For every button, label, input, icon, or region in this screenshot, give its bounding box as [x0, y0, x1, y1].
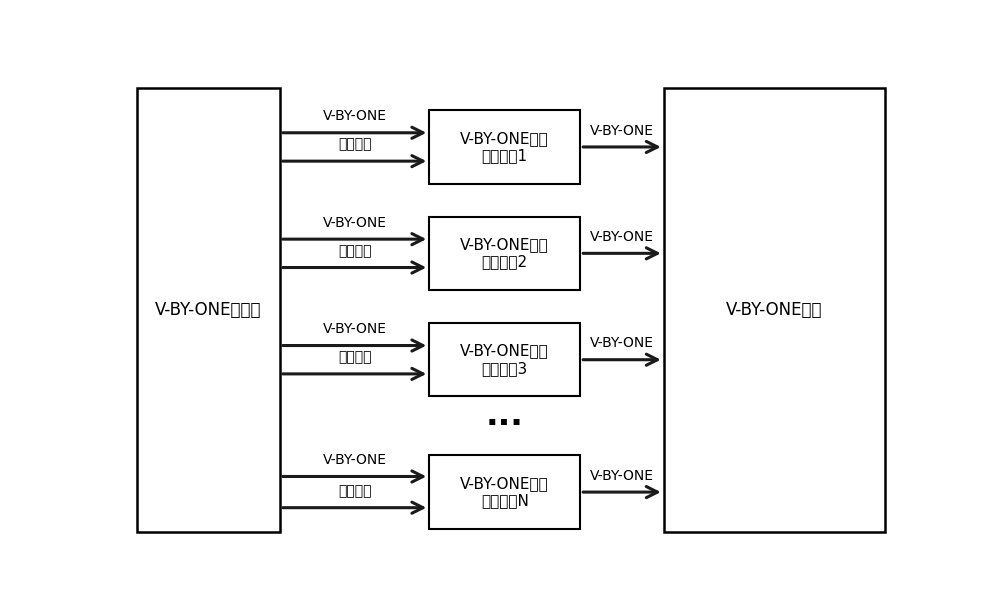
Bar: [429, 323, 580, 397]
Text: 控制信号: 控制信号: [338, 484, 371, 498]
Bar: [664, 88, 885, 532]
Text: V-BY-ONE: V-BY-ONE: [590, 123, 654, 138]
Text: V-BY-ONE信号源: V-BY-ONE信号源: [155, 301, 262, 319]
Bar: [429, 217, 580, 290]
Bar: [429, 456, 580, 529]
Text: V-BY-ONE信号
处理装置3: V-BY-ONE信号 处理装置3: [460, 343, 549, 376]
Text: 控制信号: 控制信号: [338, 351, 371, 365]
Text: 控制信号: 控制信号: [338, 244, 371, 258]
Text: 控制信号: 控制信号: [338, 138, 371, 152]
Text: V-BY-ONE: V-BY-ONE: [590, 230, 654, 244]
Text: V-BY-ONE: V-BY-ONE: [323, 453, 387, 467]
Text: V-BY-ONE: V-BY-ONE: [323, 109, 387, 123]
Text: ···: ···: [486, 408, 524, 441]
Bar: [429, 111, 580, 184]
Text: V-BY-ONE: V-BY-ONE: [590, 468, 654, 483]
Text: V-BY-ONE信号
处理装置N: V-BY-ONE信号 处理装置N: [460, 476, 549, 508]
Text: V-BY-ONE模组: V-BY-ONE模组: [726, 301, 822, 319]
Text: V-BY-ONE信号
处理装置2: V-BY-ONE信号 处理装置2: [460, 237, 549, 270]
Bar: [137, 88, 280, 532]
Text: V-BY-ONE: V-BY-ONE: [323, 216, 387, 230]
Text: V-BY-ONE: V-BY-ONE: [323, 322, 387, 336]
Text: V-BY-ONE信号
处理装置1: V-BY-ONE信号 处理装置1: [460, 131, 549, 163]
Text: V-BY-ONE: V-BY-ONE: [590, 336, 654, 350]
